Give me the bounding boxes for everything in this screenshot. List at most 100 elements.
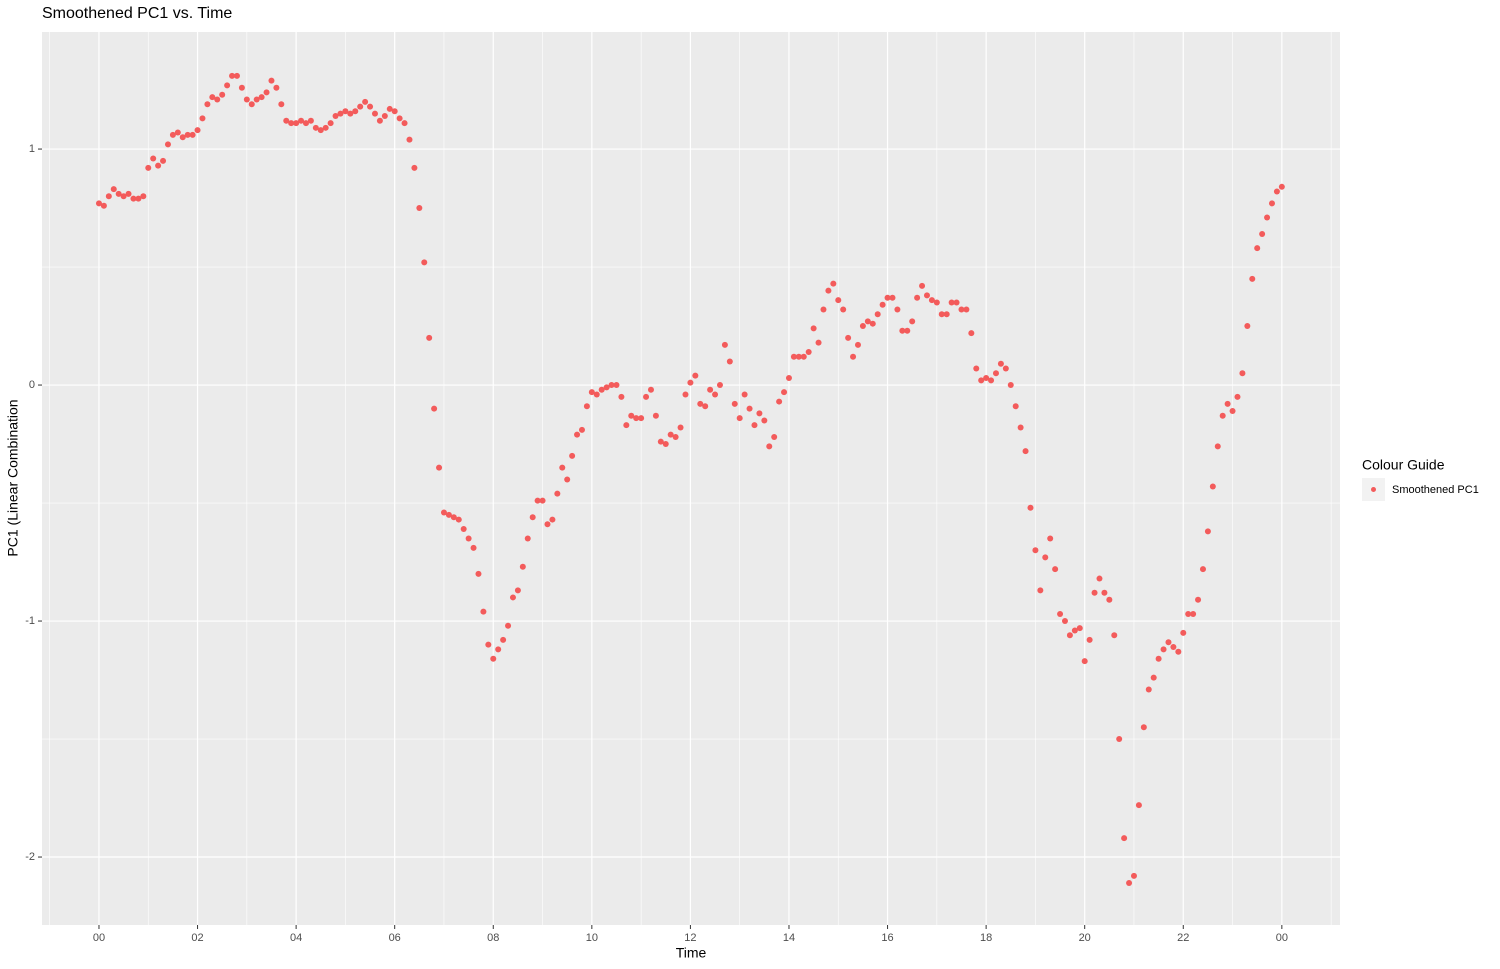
data-point	[485, 641, 492, 648]
data-point	[95, 200, 102, 207]
data-point	[958, 306, 965, 313]
data-point	[1071, 627, 1078, 634]
data-point	[332, 113, 339, 120]
data-point	[810, 325, 817, 332]
data-point	[1066, 632, 1073, 639]
data-point	[288, 120, 295, 127]
data-point	[677, 424, 684, 431]
data-point	[1273, 188, 1280, 195]
data-point	[736, 415, 743, 422]
data-point	[544, 521, 551, 528]
data-point	[1057, 610, 1064, 617]
data-point	[1170, 643, 1177, 650]
data-point	[199, 115, 206, 122]
data-point	[820, 306, 827, 313]
data-point	[100, 202, 107, 209]
data-point	[1116, 736, 1123, 743]
data-point	[1264, 214, 1271, 221]
data-point	[480, 608, 487, 615]
data-point	[672, 433, 679, 440]
data-point	[953, 299, 960, 306]
data-point	[1254, 245, 1261, 252]
data-point	[805, 349, 812, 356]
data-point	[938, 311, 945, 318]
data-point	[1224, 400, 1231, 407]
data-point	[726, 358, 733, 365]
data-point	[776, 398, 783, 405]
x-tick-label: 10	[586, 932, 598, 944]
legend-label: Smoothened PC1	[1392, 484, 1479, 496]
data-point	[1017, 424, 1024, 431]
data-point	[1195, 596, 1202, 603]
x-axis-label: Time	[676, 945, 707, 961]
data-point	[204, 101, 211, 108]
data-point	[500, 636, 507, 643]
data-point	[1239, 370, 1246, 377]
y-tick-label: 0	[29, 379, 35, 391]
data-point	[1037, 587, 1044, 594]
y-tick-label: -1	[25, 615, 35, 627]
data-point	[238, 84, 245, 91]
data-point	[273, 84, 280, 91]
data-point	[293, 120, 300, 127]
data-point	[1081, 658, 1088, 665]
x-tick-label: 08	[487, 932, 499, 944]
x-tick-label: 18	[980, 932, 992, 944]
data-point	[455, 516, 462, 523]
data-point	[505, 622, 512, 629]
data-point	[376, 117, 383, 124]
data-point	[1135, 802, 1142, 809]
y-axis-label: PC1 (Linear Combination	[5, 399, 21, 556]
data-point	[904, 327, 911, 334]
data-point	[371, 110, 378, 117]
x-tick-label: 20	[1079, 932, 1091, 944]
data-point	[1180, 629, 1187, 636]
data-point	[509, 594, 516, 601]
data-point	[608, 382, 615, 389]
data-point	[431, 405, 438, 412]
data-point	[569, 452, 576, 459]
data-point	[559, 464, 566, 471]
data-point	[845, 334, 852, 341]
data-point	[988, 377, 995, 384]
data-point	[490, 655, 497, 662]
data-point	[381, 113, 388, 120]
y-tick-label: -2	[25, 851, 35, 863]
data-point	[307, 117, 314, 124]
data-point	[1101, 589, 1108, 596]
data-point	[298, 117, 305, 124]
data-point	[317, 127, 324, 134]
data-point	[1185, 610, 1192, 617]
data-point	[209, 94, 216, 101]
data-point	[406, 136, 413, 143]
data-point	[1032, 547, 1039, 554]
data-point	[396, 115, 403, 122]
data-point	[347, 110, 354, 117]
data-point	[362, 98, 369, 105]
data-point	[450, 514, 457, 521]
data-point	[445, 511, 452, 518]
legend-title: Colour Guide	[1362, 457, 1445, 473]
data-point	[1249, 275, 1256, 282]
data-point	[647, 386, 654, 393]
data-point	[278, 101, 285, 108]
data-point	[1219, 412, 1226, 419]
data-point	[416, 205, 423, 212]
data-point	[1061, 618, 1068, 625]
x-tick-label: 12	[684, 932, 696, 944]
data-point	[1106, 596, 1113, 603]
data-point	[495, 646, 502, 653]
data-point	[1145, 686, 1152, 693]
data-point	[105, 193, 112, 200]
data-point	[110, 186, 117, 193]
data-point	[1278, 183, 1285, 190]
data-point	[1199, 566, 1206, 573]
data-point	[948, 299, 955, 306]
data-point	[426, 334, 433, 341]
data-point	[623, 422, 630, 429]
data-point	[598, 386, 605, 393]
data-point	[766, 443, 773, 450]
data-point	[638, 415, 645, 422]
data-point	[840, 306, 847, 313]
data-point	[662, 441, 669, 448]
